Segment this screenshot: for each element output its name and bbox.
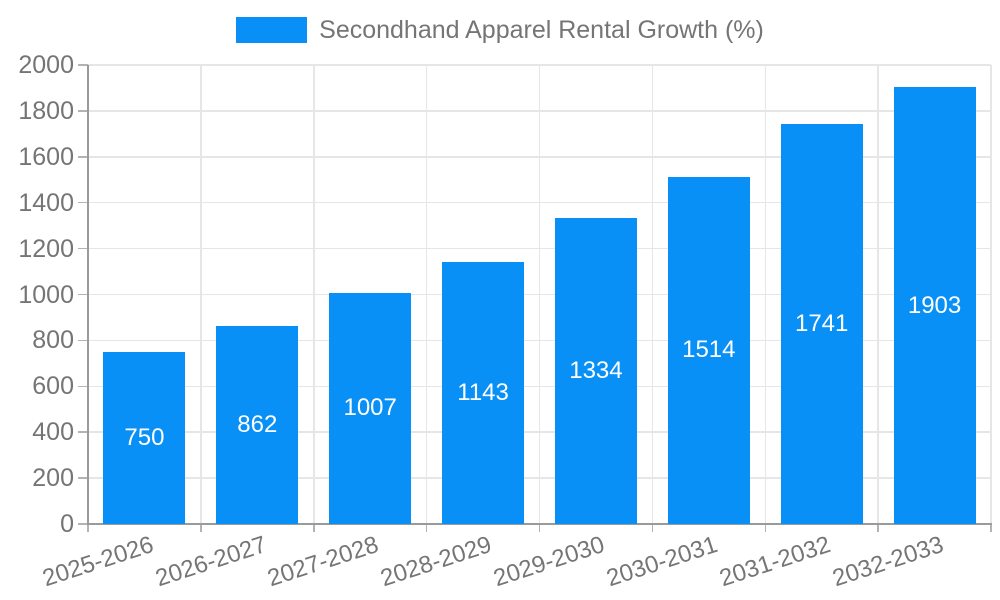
bar[interactable] [216, 326, 299, 524]
x-tick-label: 2027-2028 [264, 531, 383, 593]
legend-swatch [236, 17, 308, 43]
x-tick-label: 2029-2030 [490, 531, 608, 593]
gridline-vertical [764, 65, 766, 524]
x-tick-mark [877, 524, 879, 532]
x-tick-label: 2028-2029 [377, 531, 496, 593]
x-axis-line [87, 523, 992, 525]
y-tick-label: 200 [32, 464, 74, 493]
y-tick-label: 400 [32, 418, 74, 447]
x-tick-label: 2032-2033 [829, 531, 947, 593]
gridline-vertical [651, 65, 654, 524]
legend-label: Secondhand Apparel Rental Growth (%) [319, 16, 764, 44]
y-tick-label: 1200 [18, 234, 74, 263]
bar[interactable] [329, 292, 412, 524]
y-tick-label: 1800 [18, 96, 74, 125]
bar[interactable] [442, 261, 525, 524]
x-tick-mark [87, 524, 89, 532]
x-tick-mark [425, 524, 428, 532]
bar-value-label: 1334 [569, 356, 623, 384]
y-tick-label: 800 [32, 326, 74, 355]
y-tick-label: 600 [32, 372, 74, 401]
x-tick-mark [200, 524, 202, 532]
x-tick-mark [764, 524, 766, 532]
y-tick-mark [78, 339, 88, 342]
bar-value-label: 1903 [907, 291, 962, 319]
bar[interactable] [780, 124, 863, 524]
bar-value-label: 1514 [682, 336, 736, 364]
x-tick-label: 2030-2031 [603, 531, 721, 593]
y-tick-label: 2000 [18, 51, 74, 79]
y-axis-line [87, 65, 89, 525]
y-tick-label: 1400 [18, 188, 74, 217]
gridline-vertical [877, 65, 879, 524]
y-tick-mark [78, 293, 88, 296]
y-tick-mark [78, 431, 88, 433]
x-tick-label: 2026-2027 [151, 531, 270, 593]
bar-value-label: 1741 [794, 310, 849, 338]
x-tick-mark [990, 524, 992, 532]
gridline-vertical [200, 65, 202, 524]
x-tick-mark [651, 524, 654, 532]
gridline-vertical [538, 65, 541, 524]
x-tick-label: 2031-2032 [716, 531, 834, 593]
x-tick-label: 2025-2026 [38, 531, 157, 593]
bar[interactable] [667, 176, 750, 524]
y-tick-mark [78, 64, 88, 66]
y-tick-mark [78, 247, 88, 250]
legend[interactable]: Secondhand Apparel Rental Growth (%) [0, 16, 1000, 44]
y-tick-mark [78, 477, 88, 479]
gridline-vertical [313, 65, 315, 524]
y-tick-label: 1600 [18, 142, 74, 171]
y-tick-label: 1000 [18, 280, 74, 309]
y-tick-mark [78, 201, 88, 204]
bar[interactable] [103, 351, 186, 524]
y-tick-mark [78, 110, 88, 112]
bar[interactable] [893, 87, 976, 524]
y-tick-label: 0 [60, 510, 74, 538]
gridline-vertical [990, 65, 992, 524]
y-tick-mark [78, 385, 88, 388]
y-tick-mark [78, 523, 88, 525]
x-tick-mark [313, 524, 315, 532]
bar-value-label: 1007 [343, 394, 397, 422]
gridline-vertical [425, 65, 428, 524]
bar[interactable] [554, 217, 637, 524]
bar-value-label: 1143 [457, 378, 509, 406]
bar-value-label: 862 [237, 411, 278, 439]
bar-value-label: 750 [124, 423, 165, 451]
x-tick-mark [538, 524, 541, 532]
y-tick-mark [78, 156, 88, 158]
plot-area: 0 200 400 600 800 1000 1200 1400 1600 1800 2000 750… [18, 51, 992, 592]
